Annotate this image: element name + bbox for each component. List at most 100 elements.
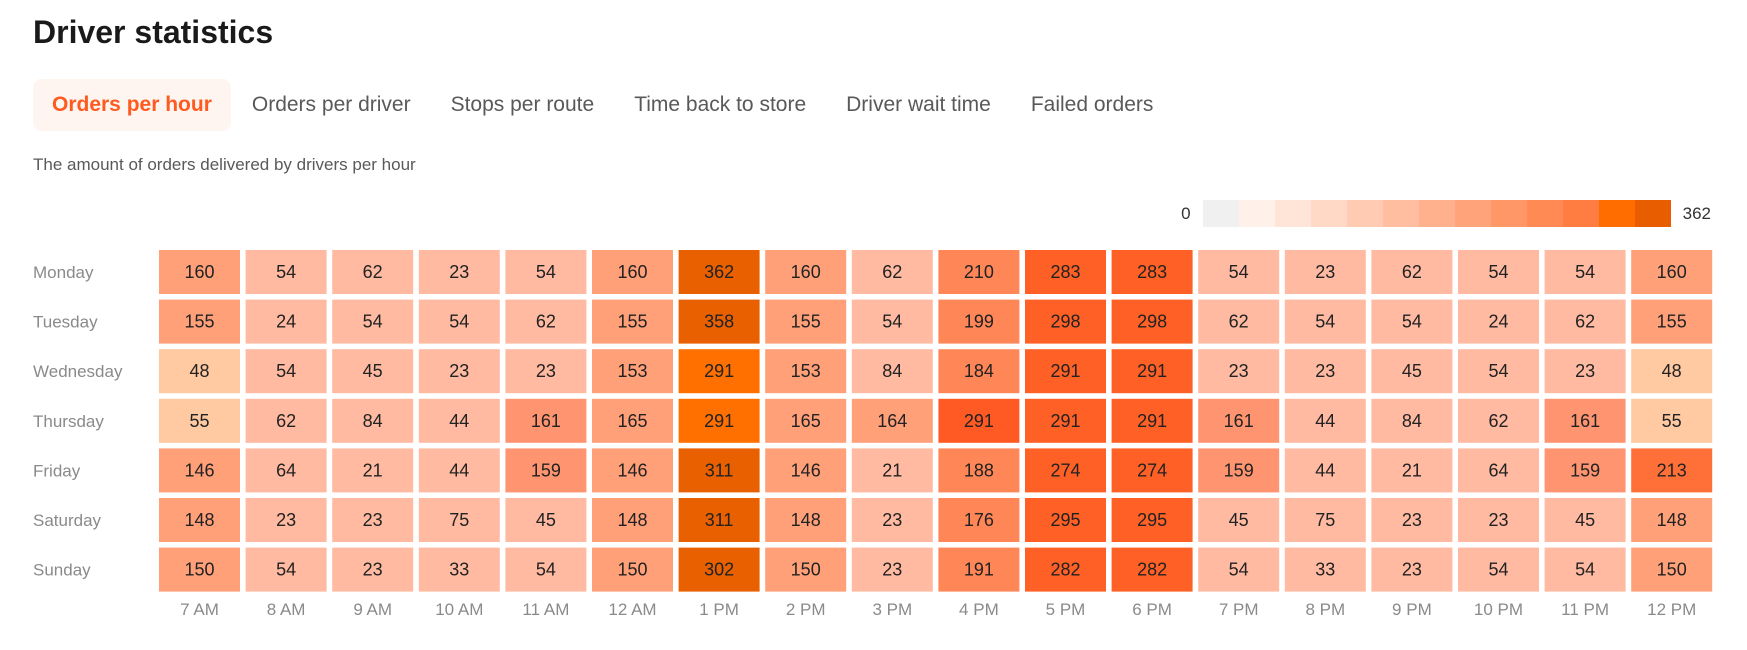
heatmap-cell[interactable] <box>765 299 847 344</box>
heatmap-cell[interactable] <box>332 448 414 493</box>
heatmap-cell[interactable] <box>938 250 1020 294</box>
heatmap-cell[interactable] <box>418 299 500 344</box>
heatmap-cell[interactable] <box>1111 398 1193 443</box>
heatmap-cell[interactable] <box>851 547 933 592</box>
heatmap-cell[interactable] <box>765 448 847 493</box>
heatmap-cell[interactable] <box>1111 349 1193 394</box>
heatmap-cell[interactable] <box>332 349 414 394</box>
heatmap-cell[interactable] <box>418 448 500 493</box>
heatmap-cell[interactable] <box>851 448 933 493</box>
tab-orders-per-hour[interactable]: Orders per hour <box>33 79 231 131</box>
heatmap-cell[interactable] <box>1458 299 1539 344</box>
heatmap-cell[interactable] <box>505 398 587 443</box>
heatmap-cell[interactable] <box>1025 498 1106 542</box>
heatmap-cell[interactable] <box>1111 250 1193 294</box>
heatmap-cell[interactable] <box>1458 250 1539 294</box>
heatmap-cell[interactable] <box>678 547 760 592</box>
heatmap-cell[interactable] <box>592 547 673 592</box>
heatmap-cell[interactable] <box>765 398 847 443</box>
heatmap-cell[interactable] <box>1111 547 1193 592</box>
heatmap-cell[interactable] <box>332 299 414 344</box>
heatmap-cell[interactable] <box>1544 349 1626 394</box>
heatmap-cell[interactable] <box>938 498 1020 542</box>
heatmap-cell[interactable] <box>765 498 847 542</box>
heatmap-cell[interactable] <box>592 250 673 294</box>
heatmap-cell[interactable] <box>245 250 327 294</box>
heatmap-cell[interactable] <box>245 547 327 592</box>
heatmap-cell[interactable] <box>592 349 673 394</box>
heatmap-cell[interactable] <box>1371 398 1453 443</box>
heatmap-cell[interactable] <box>1544 250 1626 294</box>
heatmap-cell[interactable] <box>505 498 587 542</box>
heatmap-cell[interactable] <box>505 448 587 493</box>
heatmap-cell[interactable] <box>1371 250 1453 294</box>
heatmap-cell[interactable] <box>678 398 760 443</box>
heatmap-cell[interactable] <box>505 349 587 394</box>
heatmap-cell[interactable] <box>851 398 933 443</box>
heatmap-cell[interactable] <box>1631 398 1713 443</box>
heatmap-cell[interactable] <box>678 448 760 493</box>
heatmap-cell[interactable] <box>938 349 1020 394</box>
heatmap-cell[interactable] <box>1458 398 1539 443</box>
tab-stops-per-route[interactable]: Stops per route <box>450 93 595 116</box>
heatmap-cell[interactable] <box>938 299 1020 344</box>
heatmap-cell[interactable] <box>505 299 587 344</box>
heatmap-cell[interactable] <box>938 448 1020 493</box>
heatmap-cell[interactable] <box>159 349 240 394</box>
heatmap-cell[interactable] <box>159 448 240 493</box>
heatmap-cell[interactable] <box>765 349 847 394</box>
heatmap-cell[interactable] <box>1198 448 1280 493</box>
heatmap-cell[interactable] <box>592 299 673 344</box>
heatmap-cell[interactable] <box>1458 498 1539 542</box>
heatmap-cell[interactable] <box>418 547 500 592</box>
heatmap-cell[interactable] <box>418 498 500 542</box>
heatmap-cell[interactable] <box>592 448 673 493</box>
heatmap-cell[interactable] <box>1544 398 1626 443</box>
heatmap-cell[interactable] <box>159 398 240 443</box>
heatmap-cell[interactable] <box>1025 349 1106 394</box>
heatmap-cell[interactable] <box>1284 299 1366 344</box>
heatmap-cell[interactable] <box>1631 498 1713 542</box>
heatmap-cell[interactable] <box>1198 250 1280 294</box>
heatmap-cell[interactable] <box>1284 250 1366 294</box>
tab-time-back-to-store[interactable]: Time back to store <box>634 93 807 116</box>
heatmap-cell[interactable] <box>418 349 500 394</box>
heatmap-cell[interactable] <box>245 398 327 443</box>
heatmap-cell[interactable] <box>1198 349 1280 394</box>
heatmap-cell[interactable] <box>851 349 933 394</box>
heatmap-cell[interactable] <box>1111 498 1193 542</box>
heatmap-cell[interactable] <box>938 547 1020 592</box>
heatmap-cell[interactable] <box>678 299 760 344</box>
heatmap-cell[interactable] <box>1025 250 1106 294</box>
tab-orders-per-driver[interactable]: Orders per driver <box>251 93 411 116</box>
tab-driver-wait-time[interactable]: Driver wait time <box>846 93 991 116</box>
heatmap-cell[interactable] <box>1111 448 1193 493</box>
heatmap-cell[interactable] <box>332 547 414 592</box>
heatmap-cell[interactable] <box>1371 349 1453 394</box>
heatmap-cell[interactable] <box>1544 498 1626 542</box>
heatmap-cell[interactable] <box>1544 299 1626 344</box>
heatmap-cell[interactable] <box>1371 547 1453 592</box>
heatmap-cell[interactable] <box>1025 448 1106 493</box>
heatmap-cell[interactable] <box>765 250 847 294</box>
heatmap-cell[interactable] <box>1198 398 1280 443</box>
heatmap-cell[interactable] <box>1631 448 1713 493</box>
heatmap-cell[interactable] <box>851 498 933 542</box>
heatmap-cell[interactable] <box>245 498 327 542</box>
heatmap-cell[interactable] <box>938 398 1020 443</box>
heatmap-cell[interactable] <box>1284 498 1366 542</box>
heatmap-cell[interactable] <box>332 398 414 443</box>
heatmap-cell[interactable] <box>1458 448 1539 493</box>
heatmap-cell[interactable] <box>1371 498 1453 542</box>
heatmap-cell[interactable] <box>418 398 500 443</box>
heatmap-cell[interactable] <box>245 448 327 493</box>
heatmap-cell[interactable] <box>1284 349 1366 394</box>
heatmap-cell[interactable] <box>332 250 414 294</box>
heatmap-cell[interactable] <box>159 250 240 294</box>
heatmap-cell[interactable] <box>1198 299 1280 344</box>
heatmap-cell[interactable] <box>505 250 587 294</box>
heatmap-cell[interactable] <box>678 498 760 542</box>
heatmap-cell[interactable] <box>1198 547 1280 592</box>
heatmap-cell[interactable] <box>332 498 414 542</box>
heatmap-cell[interactable] <box>159 299 240 344</box>
